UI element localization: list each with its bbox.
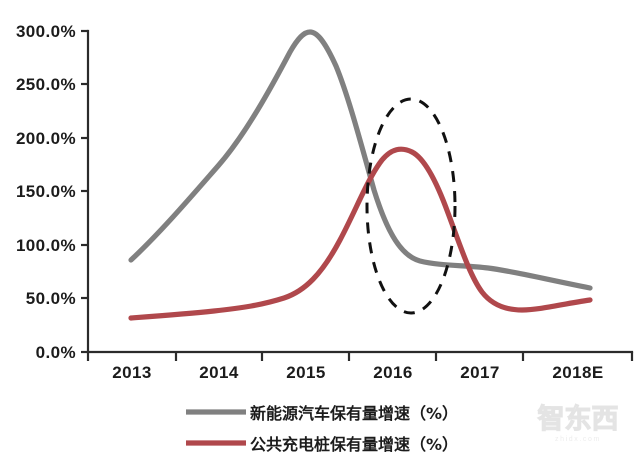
series-line-public-charging-piles xyxy=(128,146,593,321)
y-tick-label: 0.0% xyxy=(36,343,76,362)
y-tick-label: 200.0% xyxy=(16,129,76,148)
y-tick-label: 300.0% xyxy=(16,22,76,41)
x-tick-label: 2016 xyxy=(373,363,412,382)
x-tick-label: 2018E xyxy=(552,363,603,382)
x-tick-label: 2015 xyxy=(286,363,325,382)
legend-item-new-energy-vehicles: 新能源汽车保有量增速（%） xyxy=(186,404,458,423)
y-axis-ticks xyxy=(81,29,88,354)
watermark-sub: zhidx.com xyxy=(555,436,601,443)
y-tick-label: 150.0% xyxy=(16,182,76,201)
y-tick-label: 100.0% xyxy=(16,236,76,255)
crossover-highlight-ellipse xyxy=(365,97,457,315)
y-axis-labels: 300.0% 250.0% 200.0% 150.0% 100.0% 50.0%… xyxy=(16,22,76,362)
y-tick-label: 50.0% xyxy=(26,289,76,308)
x-tick-label: 2013 xyxy=(112,363,151,382)
watermark-mark: 智东西 xyxy=(538,403,619,435)
x-axis-ticks xyxy=(86,352,634,361)
y-tick-label: 250.0% xyxy=(16,75,76,94)
x-tick-label: 2014 xyxy=(199,363,239,382)
legend-label-public-charging-piles: 公共充电桩保有量增速（%） xyxy=(250,435,458,454)
x-axis-labels: 2013 2014 2015 2016 2017 2018E xyxy=(112,363,603,382)
watermark: 智东西 zhidx.com xyxy=(537,402,619,443)
chart-legend: 新能源汽车保有量增速（%） 公共充电桩保有量增速（%） xyxy=(186,404,458,454)
x-tick-label: 2017 xyxy=(460,363,499,382)
legend-item-public-charging-piles: 公共充电桩保有量增速（%） xyxy=(186,435,458,454)
legend-label-new-energy-vehicles: 新能源汽车保有量增速（%） xyxy=(250,404,458,423)
